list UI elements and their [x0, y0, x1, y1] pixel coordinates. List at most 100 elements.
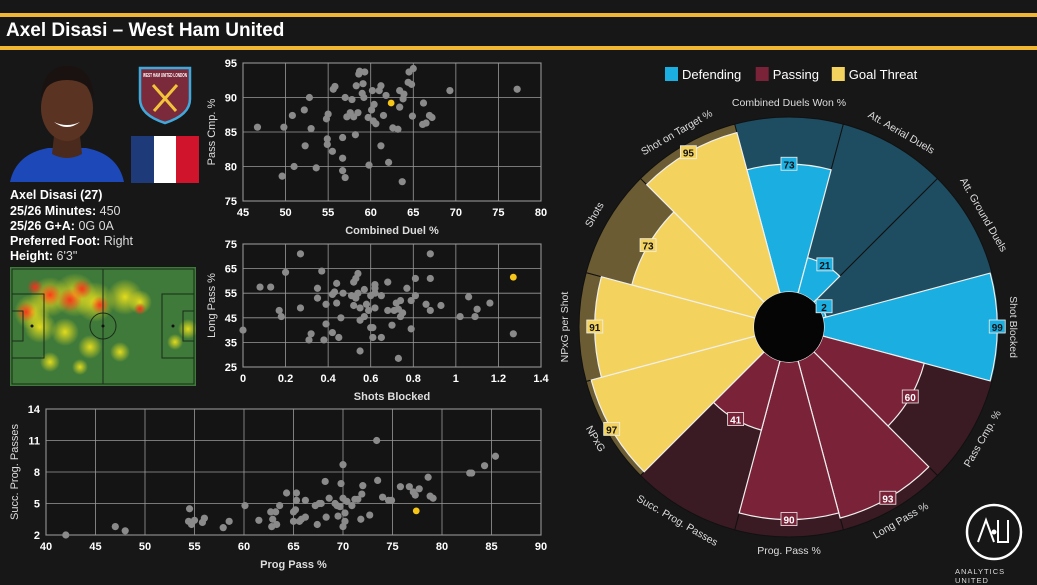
data-point: [372, 120, 380, 128]
data-point: [360, 93, 368, 102]
scatter-succprog-vs-progpass: 40 45 50 55 60 65 70 75 80 85 90 2 5 8 11 14 Prog Pass %…: [9, 404, 547, 571]
data-point: [456, 312, 464, 321]
data-point: [337, 479, 345, 488]
x-tick-label: 0.4: [320, 373, 336, 385]
value-label-box: [879, 490, 897, 505]
data-point: [377, 142, 385, 150]
page-title: Axel Disasi – West Ham United: [6, 20, 285, 41]
data-point: [361, 68, 369, 76]
x-tick-label: 50: [139, 541, 151, 553]
x-tick-label: 1.4: [533, 373, 549, 385]
value-label: 41: [730, 415, 742, 426]
data-point: [241, 502, 249, 510]
height-row: Height: 6'3": [10, 249, 77, 263]
value-label: 73: [783, 160, 795, 171]
heat-blob: [27, 279, 43, 295]
heat-blob: [78, 335, 102, 359]
x-axis-label: Combined Duel %: [345, 225, 439, 237]
minutes-value: 450: [99, 204, 121, 218]
data-point: [111, 523, 119, 531]
x-tick-label: 0.8: [406, 373, 421, 385]
data-point: [359, 482, 367, 490]
data-point: [305, 336, 313, 344]
data-point: [422, 300, 430, 308]
data-point: [301, 496, 309, 504]
data-point: [426, 250, 434, 258]
value-label: 2: [821, 303, 827, 314]
data-point: [334, 512, 342, 520]
data-point: [267, 508, 275, 516]
value-label: 97: [606, 425, 618, 436]
data-point: [341, 173, 349, 182]
data-point: [356, 304, 364, 312]
value-label: 91: [589, 323, 601, 334]
left-six-yard-box: [11, 310, 24, 342]
data-point: [360, 312, 368, 321]
heat-blob: [51, 318, 79, 346]
heat-blob: [128, 290, 152, 314]
value-label: 93: [882, 494, 894, 505]
y-tick-label: 25: [225, 362, 237, 374]
data-point: [371, 289, 379, 297]
data-point: [291, 506, 300, 514]
data-point: [219, 524, 227, 532]
ga-value: 0G 0A: [78, 219, 114, 233]
y-tick-label: 55: [225, 288, 237, 300]
data-point: [322, 300, 330, 308]
data-point: [396, 483, 405, 491]
top-accent-bar: [0, 13, 1037, 17]
data-point: [185, 505, 194, 513]
data-point: [365, 161, 373, 169]
data-point: [379, 111, 388, 120]
y-tick-label: 85: [225, 127, 237, 139]
data-point: [426, 274, 434, 283]
data-point: [322, 320, 330, 328]
pitch-spot: [171, 324, 175, 328]
value-label-box: [639, 238, 657, 253]
data-point: [468, 469, 476, 477]
data-point: [335, 333, 343, 342]
scatter-longpass-vs-shotsblocked: 0 0.2 0.4 0.6 0.8 1 1.2 1.4 25 35 45 55 65 75 Shots Bl…: [206, 239, 550, 403]
height-value: 6'3": [56, 249, 78, 263]
data-point: [307, 330, 315, 338]
data-point: [394, 125, 402, 133]
data-point: [473, 305, 481, 313]
value-label-box: [679, 145, 697, 160]
data-point: [409, 64, 417, 73]
data-point: [269, 515, 277, 523]
category-label: Combined Duels Won %: [732, 97, 846, 109]
legend-label: Goal Threat: [849, 67, 918, 82]
data-point: [325, 494, 333, 502]
data-point: [277, 312, 285, 321]
x-tick-label: 60: [238, 541, 250, 553]
data-point: [411, 491, 419, 499]
y-tick-label: 75: [225, 239, 237, 251]
data-point: [374, 476, 382, 484]
data-point: [328, 328, 336, 337]
data-point: [471, 312, 479, 321]
data-point: [341, 517, 349, 525]
data-point: [362, 300, 371, 308]
value-label: 90: [783, 516, 795, 527]
data-point: [422, 119, 430, 127]
data-point: [323, 140, 331, 149]
data-point: [348, 502, 356, 510]
analytics-united-logo: [965, 503, 1023, 561]
ga-label: 25/26 G+A:: [10, 219, 75, 233]
data-point: [267, 283, 275, 291]
data-point: [321, 477, 329, 486]
data-point: [373, 436, 381, 445]
value-label-box: [815, 299, 833, 314]
value-label-box: [586, 319, 604, 334]
legend-swatch: [755, 67, 769, 81]
x-axis-label: Shots Blocked: [354, 391, 430, 403]
data-point: [318, 267, 326, 275]
data-point: [377, 292, 385, 300]
data-point: [358, 490, 366, 498]
y-tick-label: 11: [28, 436, 40, 448]
data-point: [359, 80, 367, 88]
data-point: [415, 485, 423, 493]
data-point: [341, 93, 349, 102]
data-point: [288, 111, 296, 120]
data-point: [486, 299, 494, 307]
